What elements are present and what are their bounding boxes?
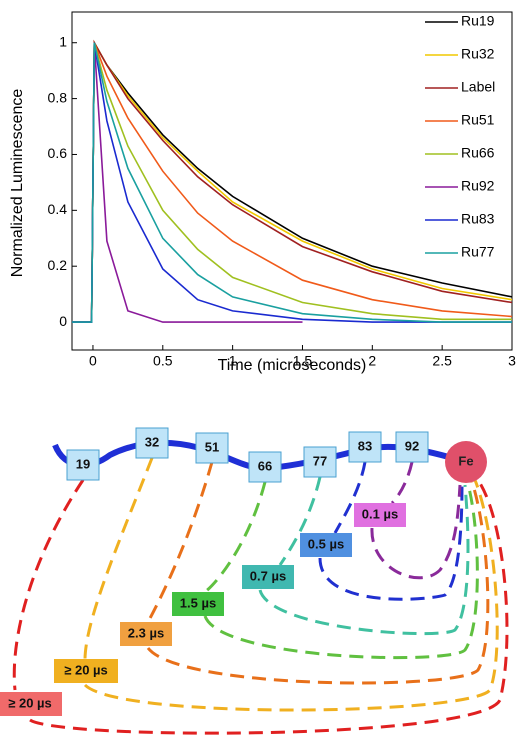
- node-box: [66, 449, 100, 481]
- lifetime-label: 2.3 µs: [128, 625, 164, 640]
- series-line: [72, 39, 513, 323]
- path-92: [370, 461, 462, 580]
- node-label: 77: [313, 453, 327, 468]
- series-line: [72, 39, 513, 323]
- lifetime-label: ≥ 20 µs: [64, 662, 108, 677]
- x-tick-label: 3: [508, 353, 516, 369]
- node-box: [348, 431, 382, 463]
- series-line: [72, 39, 513, 323]
- node: 92: [395, 431, 429, 463]
- series-line: [72, 42, 512, 323]
- path-51: [146, 461, 490, 685]
- x-tick-label: 1: [229, 353, 237, 369]
- path-19: [12, 479, 509, 735]
- lifetime-label: 1.5 µs: [180, 595, 216, 610]
- legend-label: Ru66: [461, 145, 495, 161]
- path-83: [318, 461, 464, 601]
- y-tick-label: 0.8: [48, 89, 68, 105]
- node-label: Fe: [458, 453, 473, 468]
- x-tick-label: 1.5: [293, 353, 313, 369]
- lifetime-box: [242, 565, 294, 589]
- lifetime-box: [54, 659, 118, 683]
- lifetime-box: [172, 592, 224, 616]
- series-line: [72, 42, 512, 323]
- chart: Normalized Luminescence Time (microsecon…: [9, 11, 516, 374]
- node: 32: [135, 427, 169, 459]
- node-label: 83: [358, 438, 372, 453]
- lifetime-label: ≥ 20 µs: [8, 695, 52, 710]
- metal-node: [445, 441, 487, 483]
- lifetime-label: 0.5 µs: [308, 536, 344, 551]
- node-box: [248, 451, 282, 483]
- node: Fe: [445, 441, 487, 483]
- node-label: 66: [258, 458, 272, 473]
- y-tick-label: 0.4: [48, 201, 68, 217]
- node-label: 92: [405, 438, 419, 453]
- node-label: 19: [76, 456, 90, 471]
- y-tick-label: 0.2: [48, 257, 68, 273]
- node: 51: [195, 432, 229, 464]
- legend-label: Ru83: [461, 211, 495, 227]
- x-tick-label: 2: [368, 353, 376, 369]
- lifetime-box: [300, 533, 352, 557]
- y-tick-label: 0: [59, 313, 67, 329]
- y-axis-label: Normalized Luminescence: [9, 89, 26, 278]
- node: 19: [66, 449, 100, 481]
- y-tick-label: 0.6: [48, 145, 68, 161]
- legend-label: Ru32: [461, 46, 495, 62]
- legend-label: Ru77: [461, 244, 495, 260]
- node-box: [135, 427, 169, 459]
- legend-label: Ru19: [461, 13, 495, 29]
- legend-label: Ru51: [461, 112, 495, 128]
- legend-label: Label: [461, 79, 495, 95]
- diagram: 19 32 51 66 77 83 92 Fe 0.1 µs 0.5 µs 0.7 µs 1.5 µs…: [0, 427, 509, 735]
- node-label: 51: [205, 439, 219, 454]
- x-tick-label: 0.5: [153, 353, 173, 369]
- lifetime-label: 0.7 µs: [250, 568, 286, 583]
- series-line: [72, 42, 513, 323]
- x-tick-label: 2.5: [432, 353, 452, 369]
- series-line: [72, 42, 303, 323]
- y-tick-label: 1: [59, 33, 67, 49]
- path-66: [203, 481, 479, 660]
- path-77: [258, 476, 470, 636]
- x-tick-label: 0: [89, 353, 97, 369]
- node: 83: [348, 431, 382, 463]
- node-box: [195, 432, 229, 464]
- node-box: [395, 431, 429, 463]
- plot-frame: [71, 11, 513, 351]
- node-label: 32: [145, 434, 159, 449]
- lifetime-label: 0.1 µs: [362, 506, 398, 521]
- legend-label: Ru92: [461, 178, 495, 194]
- x-axis-label: Time (microseconds): [218, 357, 367, 374]
- node: 66: [248, 451, 282, 483]
- lifetime-box: [354, 503, 406, 527]
- node-box: [303, 446, 337, 478]
- lifetime-box: [0, 692, 62, 716]
- node: 77: [303, 446, 337, 478]
- series-line: [72, 42, 512, 323]
- path-32: [83, 457, 499, 712]
- lifetime-box: [120, 622, 172, 646]
